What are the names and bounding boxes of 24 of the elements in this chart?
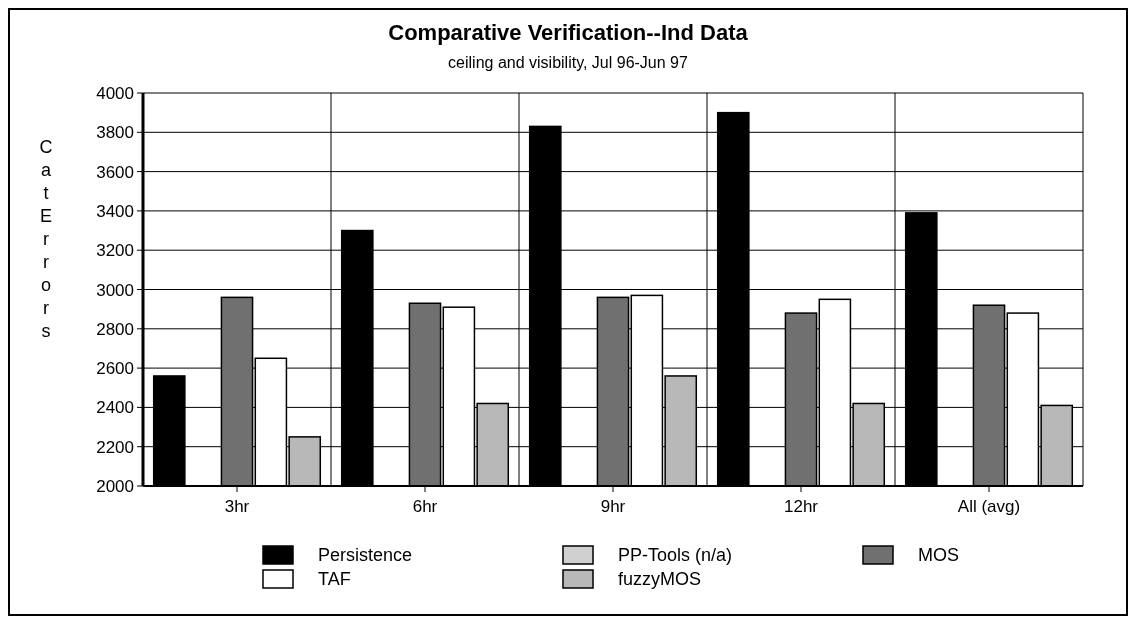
y-tick-label: 3200 <box>96 241 134 261</box>
legend-label: fuzzyMOS <box>618 569 702 589</box>
text: Cat Errors <box>39 137 53 341</box>
y-tick-label: 3000 <box>96 280 134 300</box>
legend-label: TAF <box>318 569 351 589</box>
y-tick-label: 2400 <box>96 398 134 418</box>
y-tick-label: 4000 <box>96 84 134 103</box>
x-tick-label: 6hr <box>412 497 438 516</box>
legend-label: PP-Tools (n/a) <box>618 545 733 565</box>
x-tick-label: 12hr <box>783 497 819 516</box>
y-tick-label: 3800 <box>96 123 134 143</box>
chart-title: Comparative Verification--Ind Data <box>388 20 749 45</box>
x-tick-label: All (avg) <box>957 497 1021 516</box>
y-tick-label: 2000 <box>96 477 134 496</box>
y-tick-label: 3400 <box>96 201 134 221</box>
legend-label: Persistence <box>318 545 413 565</box>
x-tick-label: 3hr <box>224 497 250 516</box>
y-tick-label: 3600 <box>96 162 134 182</box>
y-tick-label: 2600 <box>96 359 134 379</box>
y-tick-label: 2800 <box>96 319 134 339</box>
y-tick-label: 2200 <box>96 437 134 457</box>
x-tick-label: 9hr <box>600 497 626 516</box>
chart-subtitle: ceiling and visibility, Jul 96-Jun 97 <box>448 54 689 71</box>
legend-label: MOS <box>918 545 960 565</box>
